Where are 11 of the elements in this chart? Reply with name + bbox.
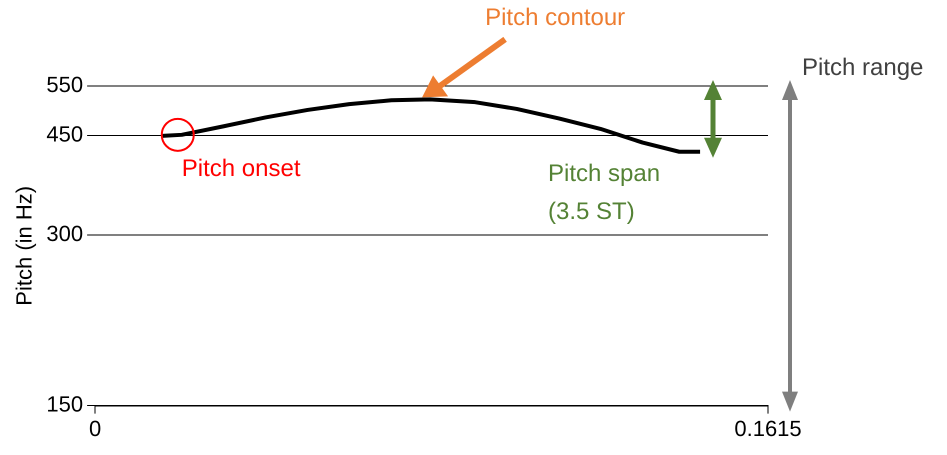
text: Pitch contour — [485, 4, 626, 32]
y-axis-title: Pitch (in Hz) — [11, 186, 36, 306]
y-tick-label: 150 — [46, 392, 84, 417]
x-tick-label: 0.1615 — [734, 416, 802, 441]
y-tick-label: 450 — [46, 121, 84, 146]
y-tick-label: 300 — [46, 221, 84, 246]
annotation: Pitch span (3.5 ST) — [548, 158, 662, 227]
y-tick-label: 550 — [46, 72, 84, 98]
x-tick-label: 0 — [88, 416, 102, 441]
annotation: Pitch onset — [182, 154, 300, 183]
text: Pitch range — [802, 54, 924, 82]
